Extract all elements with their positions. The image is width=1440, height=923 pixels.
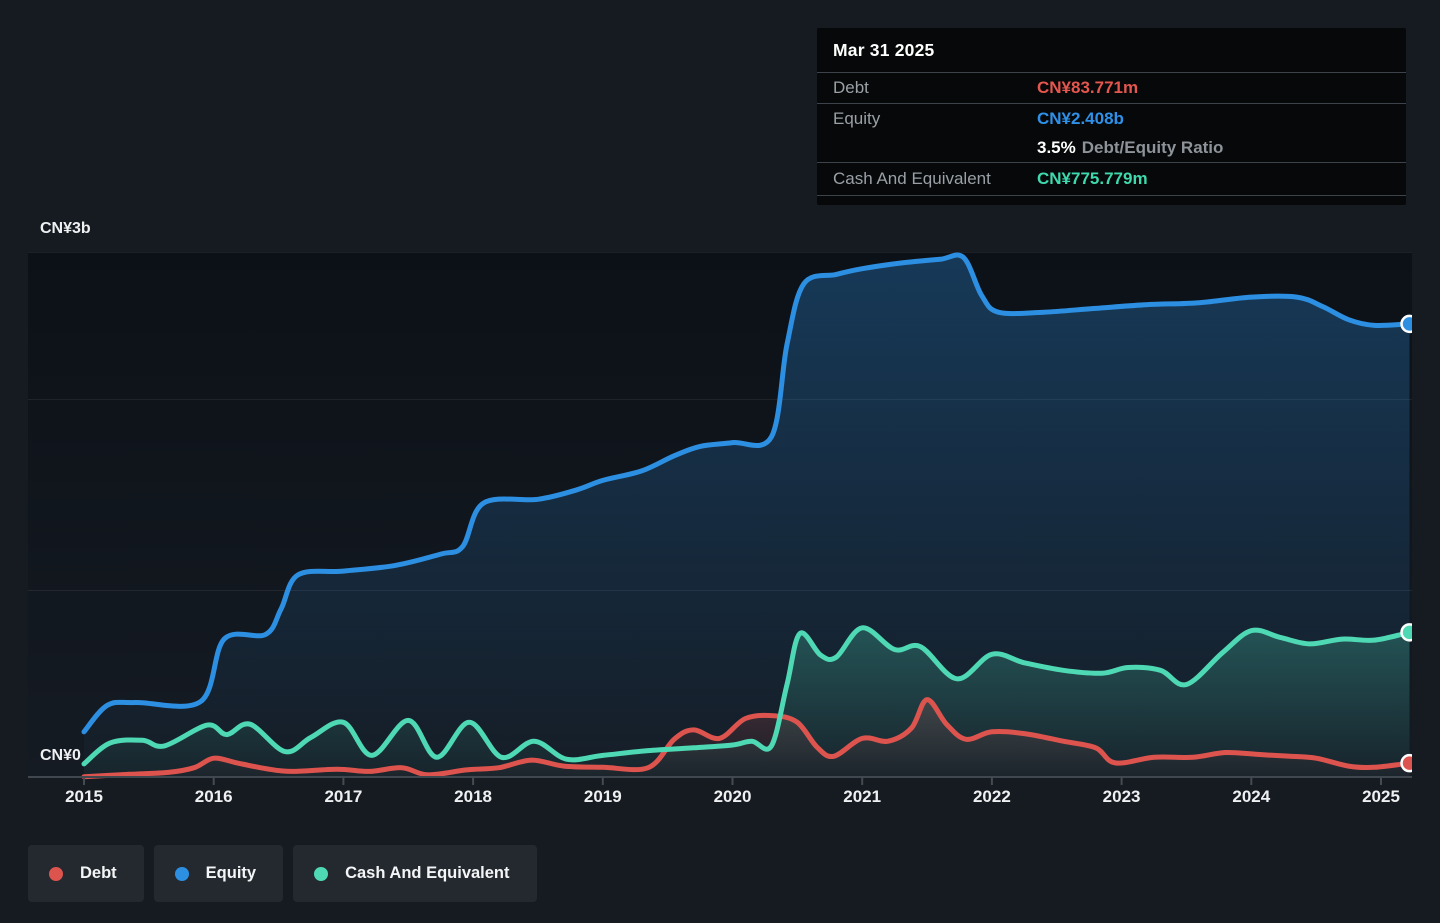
y-axis-label-3b: CN¥3b — [40, 220, 91, 237]
x-axis-label: 2024 — [1232, 787, 1271, 806]
equity-area — [84, 254, 1410, 777]
legend-item-equity[interactable]: Equity — [153, 845, 284, 902]
x-axis-label: 2025 — [1362, 787, 1400, 806]
equity-legend-dot-icon — [174, 866, 189, 881]
tooltip-row-equity: Equity CN¥2.408b — [817, 103, 1406, 133]
tooltip-date: Mar 31 2025 — [833, 39, 935, 60]
tooltip-equity-label: Equity — [833, 108, 881, 128]
y-axis-label-0: CN¥0 — [40, 747, 81, 764]
x-axis-label: 2021 — [843, 787, 882, 806]
tooltip-ratio-label: Debt/Equity Ratio — [1081, 137, 1224, 157]
x-axis-label: 2022 — [972, 787, 1011, 806]
legend-item-label: Debt — [80, 864, 117, 882]
debt-endpoint-marker — [1400, 753, 1412, 773]
chart-tooltip: Mar 31 2025 Debt CN¥83.771m Equity CN¥2.… — [817, 28, 1406, 205]
tooltip-row-ratio: 3.5% Debt/Equity Ratio — [817, 133, 1406, 162]
tooltip-row-cash: Cash And Equivalent CN¥775.779m — [817, 162, 1406, 196]
tooltip-row-debt: Debt CN¥83.771m — [817, 72, 1406, 103]
legend-item-debt[interactable]: Debt — [28, 845, 144, 902]
cash-legend-dot-icon — [314, 866, 329, 881]
equity-endpoint-marker — [1400, 314, 1412, 334]
cash-endpoint-marker — [1400, 623, 1412, 642]
debt-equity-history-chart[interactable] — [28, 252, 1412, 798]
x-axis-label: 2015 — [65, 787, 103, 806]
legend-item-cash[interactable]: Cash And Equivalent — [293, 845, 537, 902]
tooltip-cash-label: Cash And Equivalent — [833, 169, 991, 188]
legend-item-label: Cash And Equivalent — [345, 864, 510, 882]
cash-area — [84, 627, 1410, 777]
tooltip-debt-value: CN¥83.771m — [1037, 78, 1139, 97]
tooltip-debt-label: Debt — [833, 78, 869, 97]
legend-item-label: Equity — [205, 864, 257, 882]
equity-line — [81, 252, 1412, 735]
x-axis-label: 2018 — [454, 787, 492, 806]
x-axis-label: 2019 — [583, 787, 622, 806]
tooltip-equity-value: CN¥2.408b — [1037, 108, 1124, 128]
debt-legend-dot-icon — [49, 866, 63, 881]
x-axis-label: 2016 — [194, 787, 233, 806]
cash-line — [81, 625, 1412, 767]
tooltip-ratio-value: 3.5% — [1037, 137, 1076, 157]
debt-line — [81, 697, 1412, 780]
x-axis-label: 2023 — [1102, 787, 1141, 806]
chart-legend: Debt Equity Cash And Equivalent — [28, 845, 537, 902]
tooltip-cash-value: CN¥775.779m — [1037, 169, 1148, 188]
x-axis-label: 2017 — [324, 787, 363, 806]
x-axis-label: 2020 — [713, 787, 752, 806]
